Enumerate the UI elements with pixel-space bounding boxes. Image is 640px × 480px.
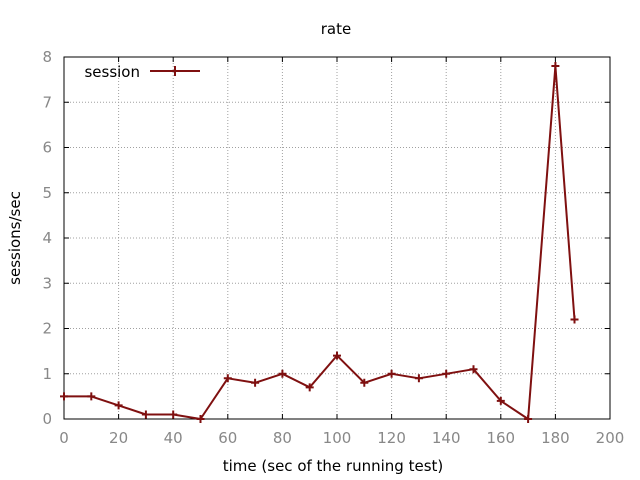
series-layer (60, 62, 579, 423)
y-tick-label: 6 (42, 139, 52, 157)
data-point (442, 369, 451, 378)
data-point (251, 378, 260, 387)
y-tick-label: 1 (42, 365, 52, 383)
x-tick-label: 60 (218, 429, 237, 447)
y-tick-label: 5 (42, 184, 52, 202)
data-point (387, 369, 396, 378)
data-point (196, 415, 205, 423)
x-tick-label: 0 (59, 429, 69, 447)
x-tick-label: 40 (164, 429, 183, 447)
x-tick-label: 120 (377, 429, 406, 447)
data-point (414, 374, 423, 383)
data-point (469, 365, 478, 374)
y-tick-label: 2 (42, 320, 52, 338)
chart-title: rate (321, 20, 351, 38)
series-line-session (64, 65, 576, 420)
x-tick-label: 200 (596, 429, 625, 447)
data-point (223, 374, 232, 383)
data-point (551, 62, 560, 71)
data-point (524, 415, 533, 423)
x-tick-label: 160 (486, 429, 515, 447)
grid (64, 57, 610, 419)
data-point (305, 383, 314, 392)
data-point (114, 401, 123, 410)
y-tick-label: 8 (42, 48, 52, 66)
data-point (60, 392, 68, 401)
axis-ticks: 0 20 40 60 80 100 120 140 160 180 200 0 1 2 3 4 5 6 7 8 (42, 48, 624, 447)
legend-label-session: session (84, 63, 140, 81)
data-point (333, 351, 341, 360)
x-tick-label: 100 (323, 429, 352, 447)
x-tick-label: 20 (109, 429, 128, 447)
legend-marker-session (170, 66, 180, 76)
data-point (570, 315, 579, 324)
data-point (496, 396, 505, 405)
data-point (169, 410, 178, 419)
y-tick-label: 4 (42, 229, 52, 247)
data-point (360, 378, 369, 387)
y-tick-label: 0 (42, 410, 52, 428)
data-point (141, 410, 150, 419)
legend: session (84, 63, 200, 81)
x-tick-label: 180 (541, 429, 570, 447)
plot-frame (63, 56, 611, 420)
data-point (87, 392, 96, 401)
x-axis-title: time (sec of the running test) (223, 457, 444, 475)
y-tick-label: 7 (42, 93, 52, 111)
y-axis-title: sessions/sec (6, 191, 24, 285)
y-tick-label: 3 (42, 274, 52, 292)
x-tick-label: 140 (432, 429, 461, 447)
data-point (278, 369, 287, 378)
x-tick-label: 80 (273, 429, 292, 447)
